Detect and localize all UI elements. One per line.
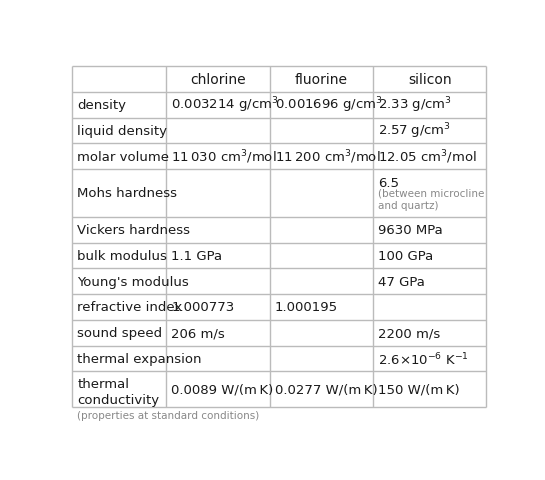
Text: 100 GPa: 100 GPa	[378, 250, 433, 263]
Text: chlorine: chlorine	[190, 72, 246, 87]
Text: (properties at standard conditions): (properties at standard conditions)	[77, 410, 259, 420]
Text: (between microcline
and quartz): (between microcline and quartz)	[378, 189, 485, 211]
Text: 1.000195: 1.000195	[275, 301, 338, 314]
Text: 11 200 cm$^3$/mol: 11 200 cm$^3$/mol	[275, 148, 380, 166]
Text: silicon: silicon	[408, 72, 452, 87]
Text: refractive index: refractive index	[77, 301, 183, 314]
Text: liquid density: liquid density	[77, 125, 167, 138]
Text: thermal
conductivity: thermal conductivity	[77, 378, 160, 407]
Text: molar volume: molar volume	[77, 150, 169, 163]
Text: 150 W/(m K): 150 W/(m K)	[378, 383, 460, 396]
Text: Vickers hardness: Vickers hardness	[77, 224, 190, 237]
Text: thermal expansion: thermal expansion	[77, 352, 202, 365]
Text: 6.5: 6.5	[378, 176, 399, 189]
Text: 0.001696 g/cm$^3$: 0.001696 g/cm$^3$	[275, 96, 383, 115]
Text: Mohs hardness: Mohs hardness	[77, 187, 178, 200]
Text: Young's modulus: Young's modulus	[77, 275, 189, 288]
Text: 0.0277 W/(m K): 0.0277 W/(m K)	[275, 383, 377, 396]
Text: fluorine: fluorine	[295, 72, 348, 87]
Text: 1.000773: 1.000773	[171, 301, 234, 314]
Text: 47 GPa: 47 GPa	[378, 275, 425, 288]
Text: bulk modulus: bulk modulus	[77, 250, 167, 263]
Text: 2200 m/s: 2200 m/s	[378, 326, 440, 339]
Text: 11 030 cm$^3$/mol: 11 030 cm$^3$/mol	[171, 148, 277, 166]
Text: sound speed: sound speed	[77, 326, 162, 339]
Text: 9630 MPa: 9630 MPa	[378, 224, 443, 237]
Text: 1.1 GPa: 1.1 GPa	[171, 250, 222, 263]
Text: 0.003214 g/cm$^3$: 0.003214 g/cm$^3$	[171, 96, 279, 115]
Text: 0.0089 W/(m K): 0.0089 W/(m K)	[171, 383, 274, 396]
Text: 2.57 g/cm$^3$: 2.57 g/cm$^3$	[378, 121, 451, 141]
Text: 2.6×10$^{-6}$ K$^{-1}$: 2.6×10$^{-6}$ K$^{-1}$	[378, 350, 469, 367]
Text: density: density	[77, 99, 126, 112]
Text: 2.33 g/cm$^3$: 2.33 g/cm$^3$	[378, 96, 452, 115]
Text: 12.05 cm$^3$/mol: 12.05 cm$^3$/mol	[378, 148, 477, 166]
Text: 206 m/s: 206 m/s	[171, 326, 225, 339]
